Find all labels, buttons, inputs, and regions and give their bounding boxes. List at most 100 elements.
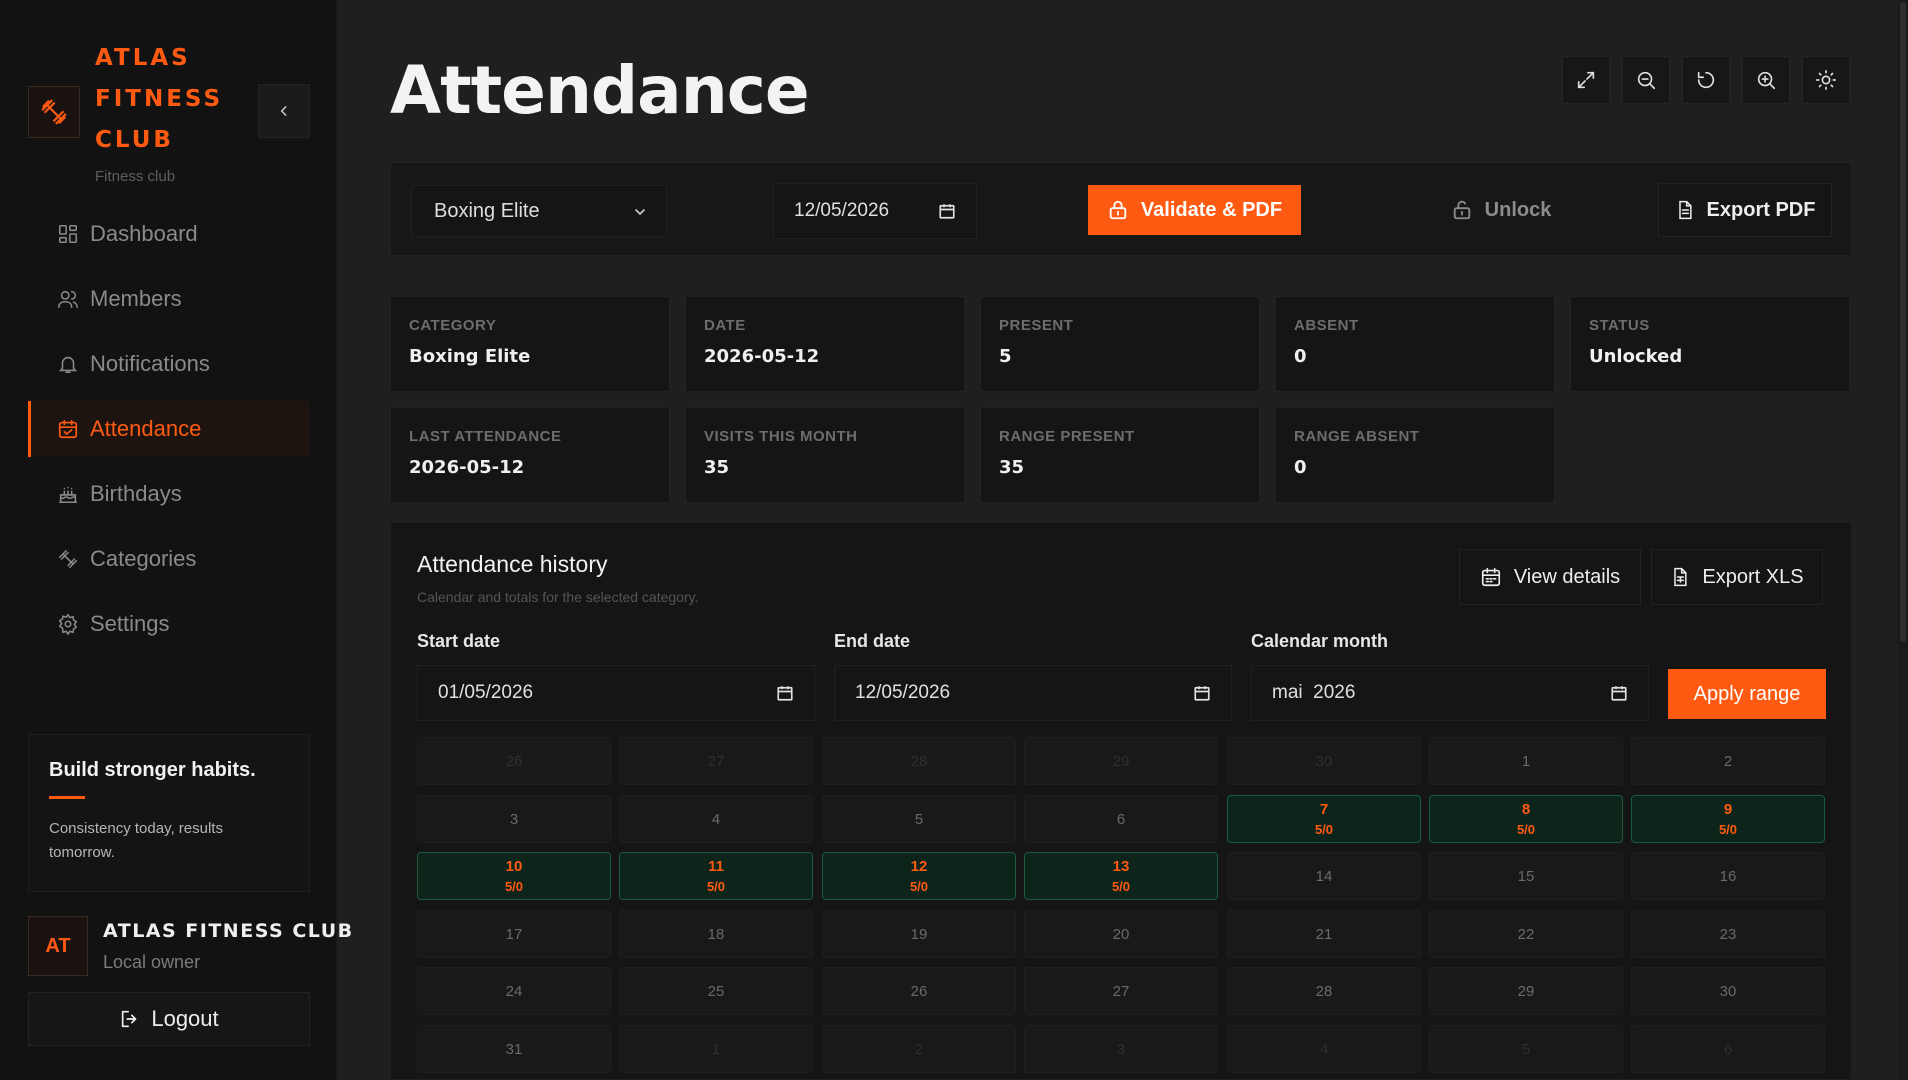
end-date-value: 12/05/2026	[855, 682, 951, 703]
category-select-value: Boxing Elite	[434, 199, 540, 222]
reset-icon	[1697, 71, 1715, 89]
view-details-label: View details	[1513, 565, 1621, 588]
promo-title: Build stronger habits.	[49, 759, 256, 781]
calendar-day[interactable]: 27	[619, 737, 813, 785]
collapse-sidebar-button[interactable]	[258, 84, 310, 138]
export-xls-button[interactable]: Export XLS	[1651, 549, 1823, 605]
calendar-day[interactable]: 11 5/0	[619, 852, 813, 900]
calendar-day[interactable]: 20	[1024, 910, 1218, 958]
expand-icon	[1577, 71, 1595, 89]
unlock-button[interactable]: Unlock	[1421, 185, 1581, 235]
end-date-input[interactable]: 12/05/2026	[834, 665, 1232, 721]
calendar-day[interactable]: 26	[417, 737, 611, 785]
promo-accent-bar	[49, 796, 85, 799]
calendar-day[interactable]: 7 5/0	[1227, 795, 1421, 843]
calendar-day[interactable]: 1	[619, 1025, 813, 1073]
zoom-in-button[interactable]	[1742, 56, 1790, 104]
calendar-day[interactable]: 16	[1631, 852, 1825, 900]
calendar-day[interactable]: 6	[1631, 1025, 1825, 1073]
calendar-day[interactable]: 12 5/0	[822, 852, 1016, 900]
calendar-day[interactable]: 30	[1631, 967, 1825, 1015]
calendar-day[interactable]: 27	[1024, 967, 1218, 1015]
sidebar-item-attendance[interactable]: Attendance	[28, 401, 310, 457]
calendar-day[interactable]: 26	[822, 967, 1016, 1015]
calendar-day[interactable]: 18	[619, 910, 813, 958]
history-subtitle: Calendar and totals for the selected cat…	[417, 589, 699, 605]
calendar-day[interactable]: 10 5/0	[417, 852, 611, 900]
sidebar-item-birthdays[interactable]: Birthdays	[28, 466, 310, 522]
calendar-day[interactable]: 31	[417, 1025, 611, 1073]
category-select[interactable]: Boxing Elite	[411, 185, 667, 237]
calendar-day[interactable]: 28	[1227, 967, 1421, 1015]
reset-zoom-button[interactable]	[1682, 56, 1730, 104]
calendar-day-count: 5/0	[504, 879, 524, 894]
calendar-day[interactable]: 5	[822, 795, 1016, 843]
start-date-input[interactable]: 01/05/2026	[417, 665, 815, 721]
sidebar-item-categories[interactable]: Categories	[28, 531, 310, 587]
calendar-day[interactable]: 30	[1227, 737, 1421, 785]
avatar: AT	[28, 916, 88, 976]
calendar-day-number: 27	[707, 752, 725, 770]
sidebar-item-label: Notifications	[90, 351, 210, 376]
logout-button[interactable]: Logout	[28, 992, 310, 1046]
calendar-day[interactable]: 2	[822, 1025, 1016, 1073]
sidebar-item-settings[interactable]: Settings	[28, 596, 310, 652]
stat-date: DATE 2026-05-12	[685, 296, 965, 392]
calendar-day[interactable]: 29	[1024, 737, 1218, 785]
calendar-day[interactable]: 25	[619, 967, 813, 1015]
sidebar-item-dashboard[interactable]: Dashboard	[28, 206, 310, 262]
brand-subtitle: Fitness club	[95, 168, 176, 185]
calendar-day-number: 7	[1319, 801, 1329, 818]
sidebar-item-label: Birthdays	[90, 481, 182, 506]
calendar-day-count: 5/0	[1516, 822, 1536, 837]
calendar-day-number: 11	[708, 858, 724, 875]
calendar-day[interactable]: 23	[1631, 910, 1825, 958]
page-scrollbar-thumb[interactable]	[1900, 2, 1906, 642]
calendar-day[interactable]: 14	[1227, 852, 1421, 900]
view-details-button[interactable]: View details	[1459, 549, 1641, 605]
theme-toggle-button[interactable]	[1802, 56, 1850, 104]
calendar-day-number: 15	[1517, 867, 1535, 885]
zoom-out-icon	[1637, 71, 1656, 90]
calendar-day[interactable]: 5	[1429, 1025, 1623, 1073]
sidebar-item-label: Dashboard	[90, 221, 198, 246]
calendar-day[interactable]: 28	[822, 737, 1016, 785]
fullscreen-button[interactable]	[1562, 56, 1610, 104]
attendance-date-input[interactable]: 12/05/2026	[773, 183, 977, 239]
apply-range-button[interactable]: Apply range	[1668, 669, 1826, 719]
calendar-day-number: 17	[505, 925, 523, 943]
calendar-day[interactable]: 15	[1429, 852, 1623, 900]
calendar-day-number: 27	[1112, 982, 1130, 1000]
calendar-day[interactable]: 4	[1227, 1025, 1421, 1073]
calendar-day[interactable]: 1	[1429, 737, 1623, 785]
zoom-out-button[interactable]	[1622, 56, 1670, 104]
calendar-month-input[interactable]: mai 2026	[1251, 665, 1649, 721]
sidebar-item-notifications[interactable]: Notifications	[28, 336, 310, 392]
calendar-day[interactable]: 3	[1024, 1025, 1218, 1073]
calendar-day[interactable]: 17	[417, 910, 611, 958]
sidebar-item-members[interactable]: Members	[28, 271, 310, 327]
sidebar-item-label: Attendance	[90, 416, 202, 441]
calendar-day[interactable]: 13 5/0	[1024, 852, 1218, 900]
calendar-day[interactable]: 24	[417, 967, 611, 1015]
calendar-day-number: 5	[914, 810, 924, 828]
export-pdf-button[interactable]: Export PDF	[1658, 183, 1832, 237]
calendar-day[interactable]: 2	[1631, 737, 1825, 785]
calendar-day-number: 26	[505, 752, 523, 770]
calendar-day[interactable]: 9 5/0	[1631, 795, 1825, 843]
dumbbell-icon	[56, 547, 80, 571]
calendar-day-number: 19	[910, 925, 928, 943]
calendar-day-number: 23	[1719, 925, 1737, 943]
calendar-day[interactable]: 4	[619, 795, 813, 843]
calendar-day[interactable]: 3	[417, 795, 611, 843]
calendar-day[interactable]: 8 5/0	[1429, 795, 1623, 843]
calendar-day[interactable]: 22	[1429, 910, 1623, 958]
calendar-day[interactable]: 19	[822, 910, 1016, 958]
start-date-label: Start date	[417, 631, 501, 651]
calendar-day[interactable]: 6	[1024, 795, 1218, 843]
calendar-day-number: 6	[1723, 1040, 1733, 1058]
calendar-day[interactable]: 29	[1429, 967, 1623, 1015]
stat-label: ABSENT	[1294, 317, 1359, 334]
calendar-day[interactable]: 21	[1227, 910, 1421, 958]
validate-pdf-button[interactable]: Validate & PDF	[1088, 185, 1301, 235]
